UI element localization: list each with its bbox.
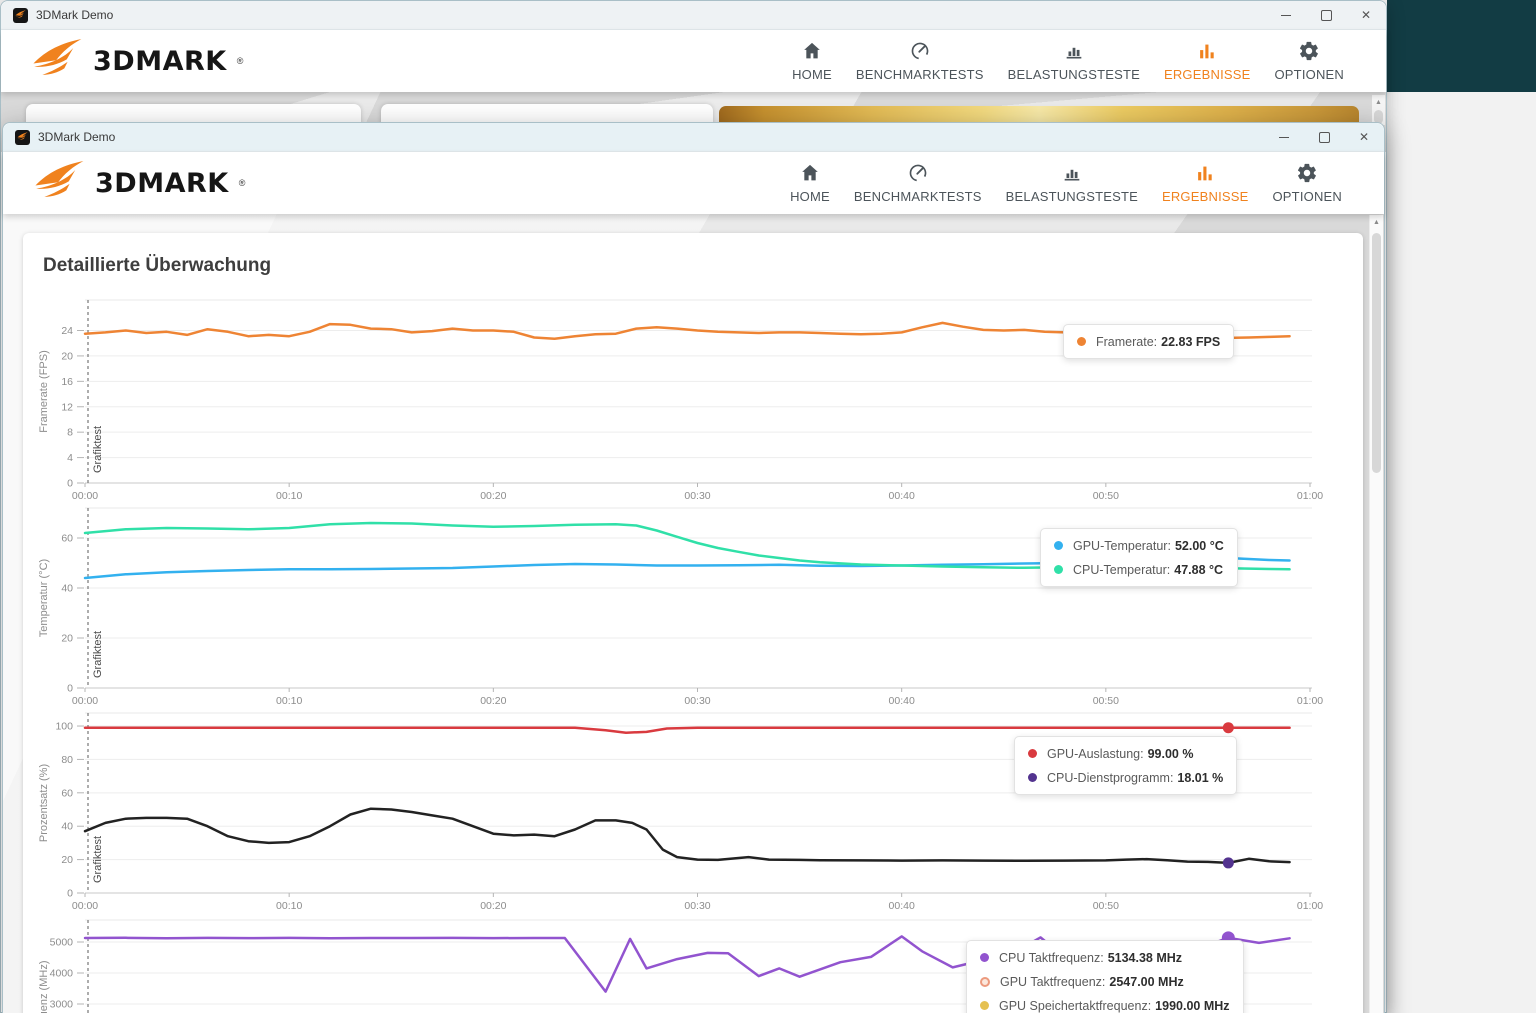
logo-text: 3DMARK <box>95 167 229 199</box>
registered-mark: ® <box>238 178 246 188</box>
gauge-icon <box>907 162 929 184</box>
flame-icon <box>35 161 84 197</box>
nav-item-ergebnisse[interactable]: ERGEBNISSE <box>1162 162 1249 204</box>
close-button[interactable]: ✕ <box>1358 130 1370 144</box>
nav-item-home[interactable]: HOME <box>790 162 830 204</box>
flame-icon <box>33 39 82 75</box>
column-chart-icon <box>1063 40 1085 62</box>
window-title: 3DMark Demo <box>38 130 116 144</box>
desktop-background <box>1387 0 1536 92</box>
registered-mark: ® <box>236 56 244 66</box>
main-nav: HOME BENCHMARKTESTS BELASTUNGSTESTE ERGEBNI… <box>790 162 1384 204</box>
nav-label: BENCHMARKTESTS <box>855 67 984 82</box>
nav-item-belastungsteste[interactable]: BELASTUNGSTESTE <box>1008 40 1140 82</box>
nav-item-ergebnisse[interactable]: ERGEBNISSE <box>1164 40 1251 82</box>
minimize-button[interactable] <box>1264 123 1304 151</box>
nav-label: HOME <box>790 189 830 204</box>
gear-icon <box>1298 40 1320 62</box>
scrollbar-thumb[interactable] <box>1374 110 1383 124</box>
nav-item-benchmarktests[interactable]: BENCHMARKTESTS <box>854 162 982 204</box>
maximize-button[interactable] <box>1304 123 1344 151</box>
column-chart-icon <box>1061 162 1083 184</box>
app-header: 3DMARK ® HOME BENCHMARKTESTS BELASTUNGSTEST… <box>1 30 1386 92</box>
scrollbar-thumb[interactable] <box>1372 233 1381 473</box>
gear-icon <box>1296 162 1318 184</box>
nav-label: HOME <box>792 67 832 82</box>
nav-label: OPTIONEN <box>1272 189 1342 204</box>
app-icon <box>15 129 30 145</box>
nav-label: BELASTUNGSTESTE <box>1007 67 1140 82</box>
nav-label: ERGEBNISSE <box>1161 189 1249 204</box>
minimize-button[interactable] <box>1266 1 1306 29</box>
bar-chart-icon <box>1196 40 1218 62</box>
titlebar: 3DMark Demo ✕ <box>1 1 1386 30</box>
scrollbar[interactable]: ▲ <box>1372 95 1385 125</box>
bar-chart-icon <box>1194 162 1216 184</box>
nav-item-home[interactable]: HOME <box>792 40 832 82</box>
app-icon <box>13 7 28 23</box>
nav-item-benchmarktests[interactable]: BENCHMARKTESTS <box>856 40 984 82</box>
nav-item-optionen[interactable]: OPTIONEN <box>1275 40 1345 82</box>
page-title: Detaillierte Überwachung <box>43 255 272 276</box>
nav-label: ERGEBNISSE <box>1163 67 1251 82</box>
results-content: Detaillierte Überwachung <box>3 214 1384 1013</box>
3dmark-logo: 3DMARK ® <box>33 160 245 206</box>
nav-label: BENCHMARKTESTS <box>853 189 982 204</box>
nav-label: BELASTUNGSTESTE <box>1005 189 1138 204</box>
3dmark-logo: 3DMARK ® <box>31 38 243 84</box>
gauge-icon <box>909 40 931 62</box>
nav-item-optionen[interactable]: OPTIONEN <box>1273 162 1343 204</box>
close-button[interactable]: ✕ <box>1360 8 1372 22</box>
window-title: 3DMark Demo <box>36 8 114 22</box>
scroll-up-icon[interactable]: ▲ <box>1373 218 1380 226</box>
titlebar: 3DMark Demo ✕ <box>3 123 1384 152</box>
monitoring-panel: Detaillierte Überwachung <box>23 233 1363 1013</box>
scroll-up-icon[interactable]: ▲ <box>1375 98 1382 106</box>
maximize-button[interactable] <box>1306 1 1346 29</box>
nav-item-belastungsteste[interactable]: BELASTUNGSTESTE <box>1006 162 1138 204</box>
main-window: 3DMark Demo ✕ 3DMARK ® HOME BENCHMARKTESTS… <box>2 122 1385 1013</box>
home-icon <box>801 40 823 62</box>
main-nav: HOME BENCHMARKTESTS BELASTUNGSTESTE ERGEBNI… <box>792 40 1386 82</box>
app-header: 3DMARK ® HOME BENCHMARKTESTS BELASTUNGSTEST… <box>3 152 1384 214</box>
nav-label: OPTIONEN <box>1274 67 1344 82</box>
logo-text: 3DMARK <box>93 45 227 77</box>
home-icon <box>799 162 821 184</box>
scrollbar[interactable]: ▲ <box>1369 215 1383 1013</box>
